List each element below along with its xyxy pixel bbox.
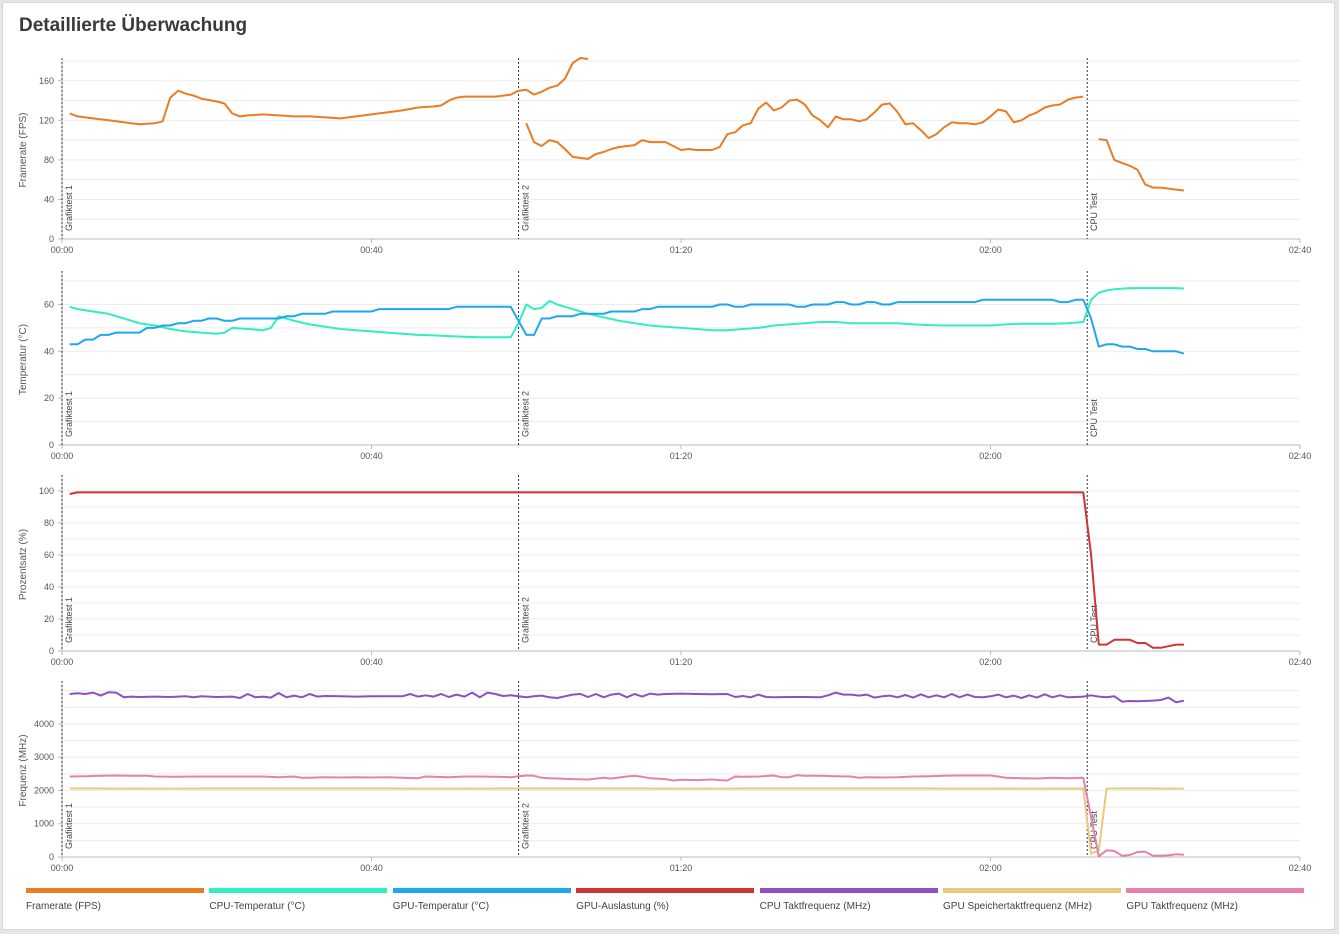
- marker-label: Grafiktest 2: [521, 597, 531, 643]
- y-tick-label: 40: [44, 194, 54, 204]
- y-tick-label: 40: [44, 346, 54, 356]
- series-line: [69, 787, 1184, 855]
- series-line: [69, 287, 1184, 339]
- series-line: [69, 57, 589, 126]
- x-tick-label: 00:40: [360, 245, 383, 255]
- y-tick-label: 20: [44, 393, 54, 403]
- x-tick-label: 00:00: [51, 863, 74, 873]
- series-line: [525, 95, 1084, 160]
- series-line: [69, 691, 1185, 704]
- y-tick-label: 20: [44, 614, 54, 624]
- y-tick-label: 0: [49, 852, 54, 862]
- x-tick-label: 02:00: [979, 657, 1002, 667]
- legend-swatch: [943, 888, 1121, 893]
- legend-item[interactable]: CPU-Temperatur (°C): [209, 888, 388, 912]
- x-tick-label: 02:00: [979, 245, 1002, 255]
- marker-label: Grafiktest 1: [64, 391, 74, 437]
- page-title: Detaillierte Überwachung: [19, 15, 248, 36]
- x-tick-label: 00:40: [360, 863, 383, 873]
- chart-2: 0 20 40 60 00:00 00:40 01:20 02:00 02:40 Temperat…: [18, 271, 1311, 461]
- x-tick-label: 02:00: [979, 451, 1002, 461]
- marker-label: Grafiktest 1: [64, 185, 74, 231]
- y-tick-label: 0: [49, 440, 54, 450]
- marker-label: Grafiktest 2: [521, 803, 531, 849]
- x-tick-label: 00:40: [360, 451, 383, 461]
- chart-1: 0 40 80 120 160 00:00 00:40 01:20 02:00 02:40 Fram…: [18, 57, 1312, 255]
- legend-label: GPU Speichertaktfrequenz (MHz): [943, 901, 1092, 912]
- legend-label: Framerate (FPS): [26, 901, 102, 912]
- y-axis-label: Frequenz (MHz): [18, 734, 29, 806]
- x-tick-label: 02:00: [979, 863, 1002, 873]
- legend-item[interactable]: GPU-Auslastung (%): [576, 888, 755, 912]
- series-line: [69, 491, 1184, 649]
- legend-swatch: [1126, 888, 1305, 893]
- y-axis-label: Prozentsatz (%): [18, 529, 29, 600]
- x-tick-label: 00:00: [51, 245, 74, 255]
- y-tick-label: 2000: [34, 785, 54, 795]
- y-tick-label: 3000: [34, 752, 54, 762]
- legend-label: CPU-Temperatur (°C): [209, 901, 306, 912]
- marker-label: Grafiktest 2: [521, 391, 531, 437]
- legend-label: GPU-Auslastung (%): [576, 901, 669, 912]
- legend: Framerate (FPS) CPU-Temperatur (°C) GPU-Te…: [26, 888, 1316, 918]
- x-tick-label: 00:00: [51, 451, 74, 461]
- x-tick-label: 00:00: [51, 657, 74, 667]
- x-tick-label: 01:20: [670, 451, 693, 461]
- legend-swatch: [209, 888, 388, 893]
- marker-label: CPU Test: [1089, 399, 1099, 437]
- legend-item[interactable]: GPU-Temperatur (°C): [392, 888, 571, 912]
- series-line: [69, 298, 1185, 355]
- y-tick-label: 80: [44, 518, 54, 528]
- y-tick-label: 100: [39, 486, 54, 496]
- y-tick-label: 1000: [34, 819, 54, 829]
- legend-swatch: [26, 888, 204, 893]
- legend-item[interactable]: GPU Taktfrequenz (MHz): [1126, 888, 1305, 912]
- legend-label: GPU-Temperatur (°C): [392, 901, 490, 912]
- marker-label: CPU Test: [1089, 193, 1099, 231]
- chart-3: 0 20 40 60 80 100 00:00 00:40 01:20 02:00 02:40 Pro…: [18, 475, 1311, 667]
- marker-label: Grafiktest 1: [64, 803, 74, 849]
- series-line: [1098, 138, 1185, 192]
- y-axis-label: Framerate (FPS): [18, 112, 29, 187]
- x-tick-label: 01:20: [670, 245, 693, 255]
- x-tick-label: 00:40: [360, 657, 383, 667]
- legend-swatch: [392, 888, 571, 893]
- y-tick-label: 60: [44, 299, 54, 309]
- legend-swatch: [576, 888, 755, 893]
- marker-label: Grafiktest 1: [64, 597, 74, 643]
- legend-label: CPU Taktfrequenz (MHz): [759, 901, 871, 912]
- marker-label: CPU Test: [1089, 605, 1099, 643]
- chart-4: 0 1000 2000 3000 4000 00:00 00:40 01:20 02:00 02:…: [18, 681, 1311, 873]
- x-tick-label: 02:40: [1289, 245, 1312, 255]
- x-tick-label: 01:20: [670, 863, 693, 873]
- y-tick-label: 120: [39, 115, 54, 125]
- x-tick-label: 02:40: [1289, 451, 1312, 461]
- marker-label: Grafiktest 2: [521, 185, 531, 231]
- y-tick-label: 60: [44, 550, 54, 560]
- legend-label: GPU Taktfrequenz (MHz): [1126, 901, 1238, 912]
- y-tick-label: 160: [39, 76, 54, 86]
- y-tick-label: 4000: [34, 719, 54, 729]
- legend-item[interactable]: Framerate (FPS): [26, 888, 204, 912]
- y-axis-label: Temperatur (°C): [18, 324, 29, 395]
- y-tick-label: 80: [44, 155, 54, 165]
- y-tick-label: 0: [49, 234, 54, 244]
- series-line: [69, 774, 1184, 858]
- legend-swatch: [759, 888, 938, 893]
- x-tick-label: 02:40: [1289, 863, 1312, 873]
- y-tick-label: 0: [49, 646, 54, 656]
- y-tick-label: 40: [44, 582, 54, 592]
- legend-item[interactable]: GPU Speichertaktfrequenz (MHz): [943, 888, 1121, 912]
- x-tick-label: 01:20: [670, 657, 693, 667]
- legend-item[interactable]: CPU Taktfrequenz (MHz): [759, 888, 938, 912]
- x-tick-label: 02:40: [1289, 657, 1312, 667]
